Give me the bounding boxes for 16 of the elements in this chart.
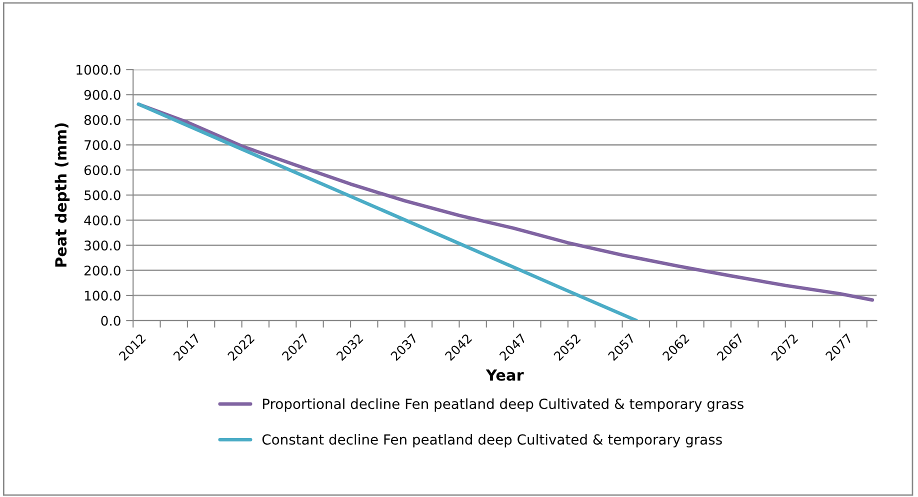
y-axis-title: Peat depth (mm) xyxy=(54,123,70,267)
y-tick-label: 600.0 xyxy=(84,165,120,176)
line-series xyxy=(136,102,638,321)
y-tick-label: 500.0 xyxy=(84,190,120,200)
x-axis-title: Year xyxy=(486,369,524,381)
y-tick-label: 300.0 xyxy=(84,240,120,250)
y-tick-label: 700.0 xyxy=(84,140,120,150)
y-tick-label: 900.0 xyxy=(84,90,120,100)
y-tick-label: 100.0 xyxy=(84,290,120,301)
y-tick-label: 400.0 xyxy=(84,215,120,226)
y-tick-label: 200.0 xyxy=(84,266,120,276)
legend-label: Proportional decline Fen peatland deep Cultivated & temporary grass xyxy=(262,398,744,412)
y-tick-label: 1000.0 xyxy=(76,64,120,75)
legend-label: Constant decline Fen peatland deep Cultivated & temporary grass xyxy=(262,434,722,448)
y-tick-label: 800.0 xyxy=(84,114,120,125)
y-tick-label: 0.0 xyxy=(101,316,120,326)
